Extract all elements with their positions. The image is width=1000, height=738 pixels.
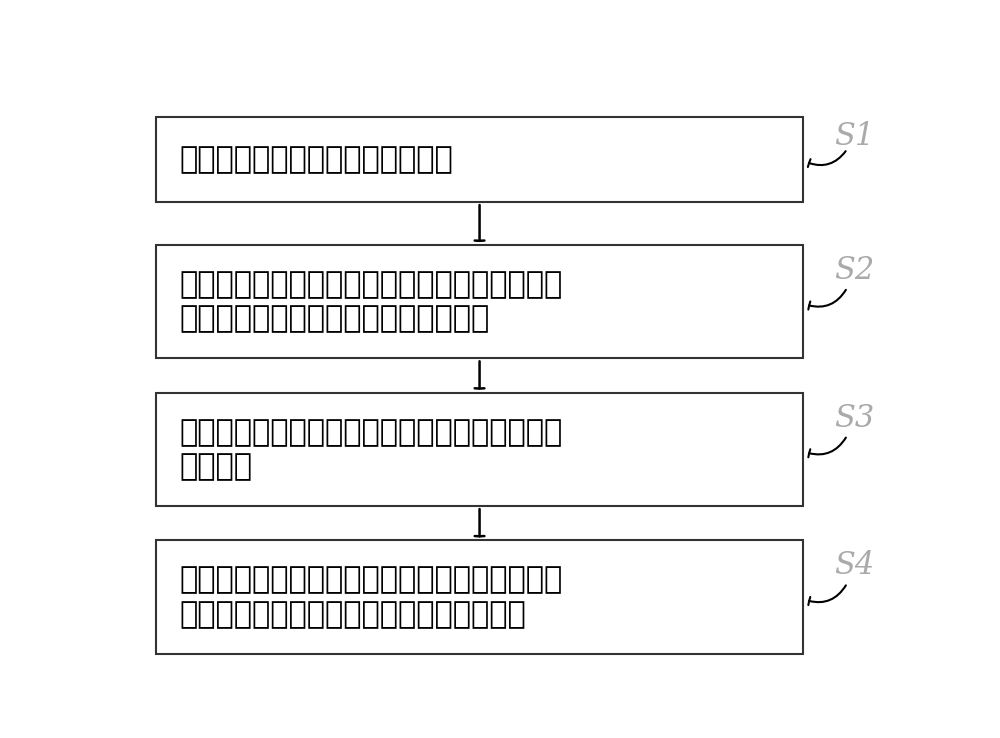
Text: 计算出固态硬盘退出低功耗状态所需的时间: 计算出固态硬盘退出低功耗状态所需的时间 (179, 600, 526, 629)
FancyBboxPatch shape (156, 540, 803, 654)
Text: S3: S3 (834, 403, 874, 434)
Text: 出固态硬盘进入低功耗状态所需的时间: 出固态硬盘进入低功耗状态所需的时间 (179, 304, 490, 333)
Text: 记录命令下发后固态硬盘的功耗值变化，并计算: 记录命令下发后固态硬盘的功耗值变化，并计算 (179, 270, 562, 299)
Text: S1: S1 (834, 120, 874, 151)
Text: S4: S4 (834, 551, 874, 582)
Text: S2: S2 (834, 255, 874, 286)
Text: 功耗状态: 功耗状态 (179, 452, 252, 481)
Text: 记录固态硬盘退出低功耗状态的功耗值变化，并: 记录固态硬盘退出低功耗状态的功耗值变化，并 (179, 565, 562, 595)
Text: 对固态硬盘下发读写命令，以使固态硬盘退出低: 对固态硬盘下发读写命令，以使固态硬盘退出低 (179, 418, 562, 446)
Text: 对固态硬盘下发进入低功耗的命令: 对固态硬盘下发进入低功耗的命令 (179, 145, 453, 174)
FancyBboxPatch shape (156, 245, 803, 359)
FancyBboxPatch shape (156, 117, 803, 202)
FancyBboxPatch shape (156, 393, 803, 506)
